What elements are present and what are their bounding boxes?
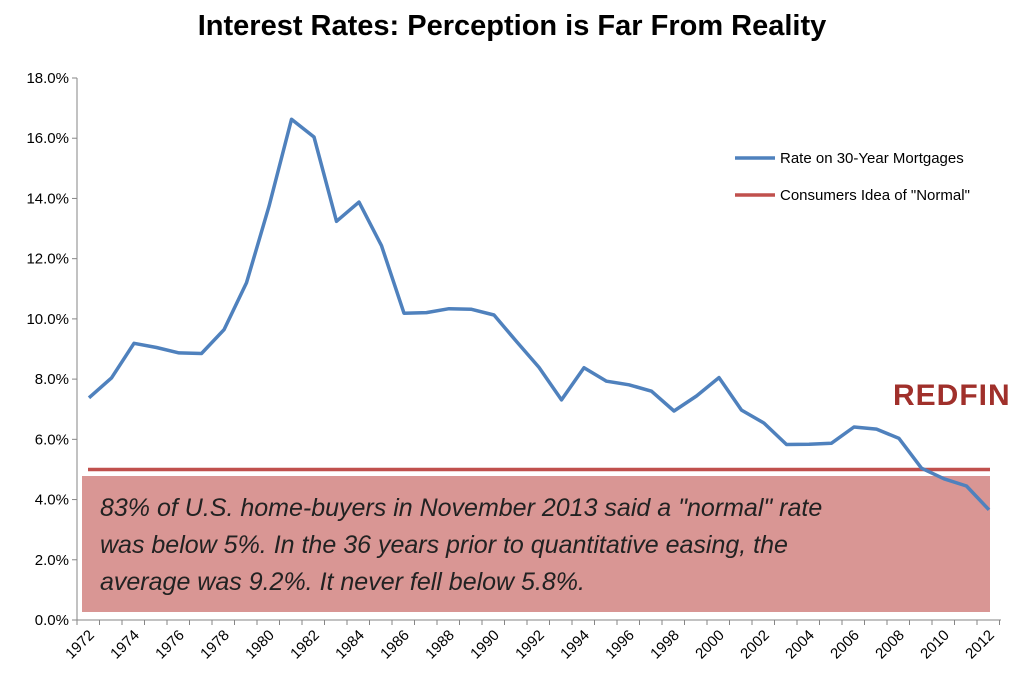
x-tick-label: 1976 <box>152 627 188 663</box>
y-tick-label: 0.0% <box>35 612 69 629</box>
x-tick-label: 1980 <box>242 627 278 663</box>
annotation-box <box>82 476 990 612</box>
redfin-logo: REDFIN <box>893 379 1011 412</box>
y-tick-label: 16.0% <box>26 130 69 147</box>
x-tick-label: 1978 <box>197 627 233 663</box>
y-tick-label: 14.0% <box>26 190 69 207</box>
x-tick-label: 1996 <box>602 627 638 663</box>
x-tick-label: 2012 <box>962 627 998 663</box>
annotation-line-3: average was 9.2%. It never fell below 5.… <box>100 568 585 596</box>
x-tick-label: 2002 <box>737 627 773 663</box>
legend-normal-rate-label: Consumers Idea of "Normal" <box>780 187 970 204</box>
x-tick-label: 1998 <box>647 627 683 663</box>
x-tick-label: 1984 <box>332 627 368 663</box>
annotation-line-1: 83% of U.S. home-buyers in November 2013… <box>100 494 823 522</box>
x-tick-label: 2010 <box>917 627 953 663</box>
y-tick-label: 4.0% <box>35 492 69 509</box>
chart-title: Interest Rates: Perception is Far From R… <box>197 10 827 42</box>
x-tick-label: 1974 <box>107 627 143 663</box>
y-tick-label: 12.0% <box>26 251 69 268</box>
x-tick-label: 2000 <box>692 627 728 663</box>
y-tick-label: 2.0% <box>35 552 69 569</box>
y-tick-label: 6.0% <box>35 431 69 448</box>
legend-mortgage-rate-label: Rate on 30-Year Mortgages <box>780 150 964 167</box>
x-tick-label: 2004 <box>782 627 818 663</box>
x-tick-label: 1982 <box>287 627 323 663</box>
mortgage-rate-line <box>87 117 991 512</box>
annotation-line-2: was below 5%. In the 36 years prior to q… <box>100 531 788 559</box>
x-tick-label: 1972 <box>62 627 98 663</box>
y-tick-label: 10.0% <box>26 311 69 328</box>
y-tick-label: 8.0% <box>35 371 69 388</box>
x-tick-label: 1990 <box>467 627 503 663</box>
annotation-callout: 83% of U.S. home-buyers in November 2013… <box>82 476 990 612</box>
x-tick-label: 1988 <box>422 627 458 663</box>
x-tick-label: 2008 <box>872 627 908 663</box>
y-tick-label: 18.0% <box>26 70 69 87</box>
x-tick-label: 1994 <box>557 627 593 663</box>
x-tick-label: 2006 <box>827 627 863 663</box>
x-tick-label: 1992 <box>512 627 548 663</box>
x-tick-label: 1986 <box>377 627 413 663</box>
